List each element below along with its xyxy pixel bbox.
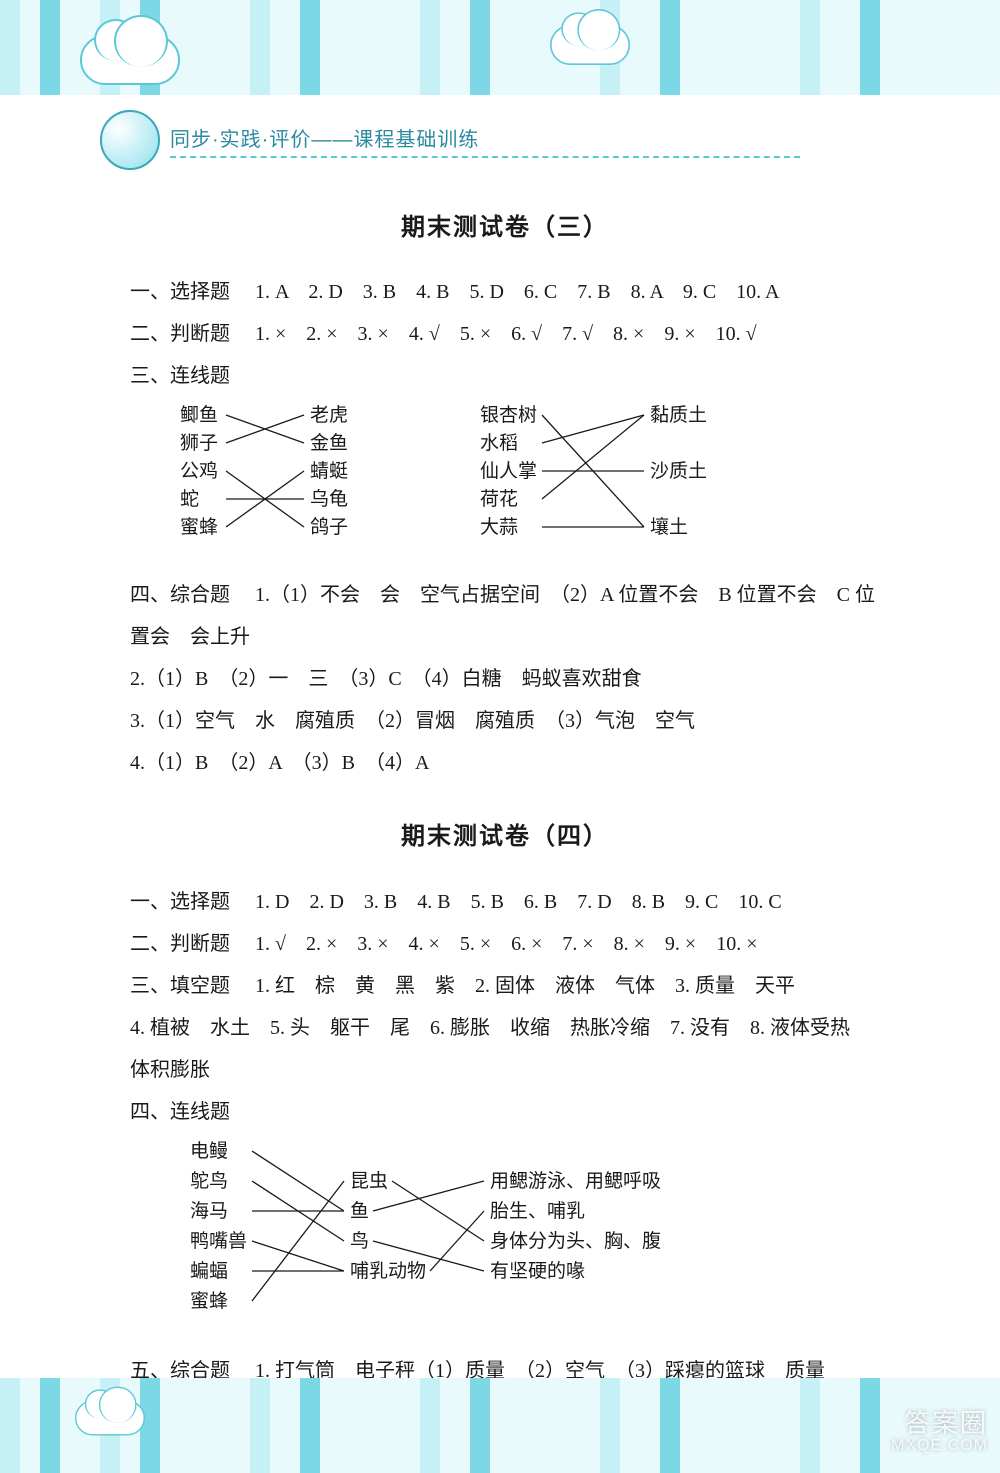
svg-text:乌龟: 乌龟 (310, 488, 348, 510)
svg-text:鱼: 鱼 (350, 1200, 369, 1222)
header-title: 同步·实践·评价——课程基础训练 (170, 123, 800, 158)
svg-text:用鳃游泳、用鳃呼吸: 用鳃游泳、用鳃呼吸 (490, 1170, 661, 1192)
label: 二、判断题 (130, 323, 230, 345)
test4-fill-line3: 体积膨胀 (130, 1049, 880, 1091)
test4-fill-line1: 三、填空题 1. 红 棕 黄 黑 紫 2. 固体 液体 气体 3. 质量 天平 (130, 965, 880, 1007)
cloud-decoration (550, 25, 630, 65)
svg-text:鸭嘴兽: 鸭嘴兽 (190, 1230, 247, 1252)
label: 三、填空题 (130, 975, 230, 997)
text: 1. 红 棕 黄 黑 紫 2. 固体 液体 气体 3. 质量 天平 (255, 975, 795, 997)
svg-text:胎生、哺乳: 胎生、哺乳 (490, 1200, 585, 1222)
answers: 1. × 2. × 3. × 4. √ 5. × 6. √ 7. √ 8. × … (255, 323, 757, 345)
answers: 1. √ 2. × 3. × 4. × 5. × 6. × 7. × 8. × … (255, 933, 758, 955)
watermark: 答案圈 MXQE.COM (891, 1409, 988, 1455)
svg-text:蛇: 蛇 (180, 488, 199, 510)
svg-text:海马: 海马 (190, 1200, 228, 1222)
test3-q4-line4: 4.（1）B （2）A （3）B （4）A (130, 742, 880, 784)
svg-text:大蒜: 大蒜 (480, 516, 518, 538)
mascot-icon (100, 110, 160, 170)
svg-text:蝙蝠: 蝙蝠 (190, 1260, 228, 1282)
cloud-decoration (80, 35, 180, 85)
page-content: 期末测试卷（三） 一、选择题 1. A 2. D 3. B 4. B 5. D … (130, 195, 880, 1392)
svg-text:哺乳动物: 哺乳动物 (350, 1260, 426, 1282)
answers: 1. D 2. D 3. B 4. B 5. B 6. B 7. D 8. B … (255, 891, 782, 913)
bottom-decorative-border (0, 1378, 1000, 1473)
svg-text:壤土: 壤土 (650, 516, 688, 538)
test4-choice-line: 一、选择题 1. D 2. D 3. B 4. B 5. B 6. B 7. D… (130, 881, 880, 923)
test3-q4-line2: 2.（1）B （2）一 三 （3）C （4）白糖 蚂蚁喜欢甜食 (130, 658, 880, 700)
answers: 1. A 2. D 3. B 4. B 5. D 6. C 7. B 8. A … (255, 281, 780, 303)
label: 四、连线题 (130, 1101, 230, 1123)
watermark-domain: MXQE.COM (891, 1437, 988, 1455)
svg-text:黏质土: 黏质土 (650, 404, 707, 426)
svg-text:鸵鸟: 鸵鸟 (190, 1170, 228, 1192)
test3-matching-diagram: 鲫鱼狮子公鸡蛇蜜蜂 老虎金鱼蜻蜓乌龟鸽子 银杏树水稻仙人掌荷花大蒜 黏质土沙质土壤土 (170, 403, 880, 568)
svg-text:荷花: 荷花 (480, 488, 518, 510)
svg-text:身体分为头、胸、腹: 身体分为头、胸、腹 (490, 1230, 661, 1252)
svg-text:鸟: 鸟 (350, 1230, 369, 1252)
test4-matching-diagram: 电鳗鸵鸟海马鸭嘴兽蝙蝠蜜蜂 昆虫鱼鸟哺乳动物 用鳃游泳、用鳃呼吸胎生、哺乳身体分为头… (170, 1139, 880, 1344)
label: 一、选择题 (130, 281, 230, 303)
test4-fill-line2: 4. 植被 水土 5. 头 躯干 尾 6. 膨胀 收缩 热胀冷缩 7. 没有 8… (130, 1007, 880, 1049)
svg-text:水稻: 水稻 (480, 432, 518, 454)
svg-text:金鱼: 金鱼 (310, 432, 348, 454)
svg-text:鸽子: 鸽子 (310, 516, 348, 538)
svg-text:狮子: 狮子 (180, 432, 218, 454)
svg-text:蜜蜂: 蜜蜂 (180, 516, 218, 538)
label: 三、连线题 (130, 365, 230, 387)
text: 1.（1）不会 会 空气占据空间 （2）A 位置不会 B 位置不会 C 位 (255, 584, 875, 606)
svg-text:昆虫: 昆虫 (350, 1170, 388, 1192)
svg-text:老虎: 老虎 (310, 404, 348, 426)
test3-q4-line1: 四、综合题 1.（1）不会 会 空气占据空间 （2）A 位置不会 B 位置不会 … (130, 574, 880, 616)
svg-text:蜻蜓: 蜻蜓 (310, 460, 348, 482)
test4-judge-line: 二、判断题 1. √ 2. × 3. × 4. × 5. × 6. × 7. ×… (130, 923, 880, 965)
svg-text:仙人掌: 仙人掌 (480, 460, 537, 482)
cloud-decoration (75, 1401, 145, 1436)
watermark-main: 答案圈 (891, 1409, 988, 1438)
svg-text:鲫鱼: 鲫鱼 (180, 404, 218, 426)
test3-choice-line: 一、选择题 1. A 2. D 3. B 4. B 5. D 6. C 7. B… (130, 271, 880, 313)
test3-title: 期末测试卷（三） (130, 203, 880, 253)
page-header: 同步·实践·评价——课程基础训练 (100, 110, 800, 170)
test4-title: 期末测试卷（四） (130, 812, 880, 862)
label: 一、选择题 (130, 891, 230, 913)
test3-judge-line: 二、判断题 1. × 2. × 3. × 4. √ 5. × 6. √ 7. √… (130, 313, 880, 355)
svg-text:沙质土: 沙质土 (650, 460, 707, 482)
svg-text:公鸡: 公鸡 (180, 460, 218, 482)
svg-text:银杏树: 银杏树 (480, 404, 537, 426)
label: 四、综合题 (130, 584, 230, 606)
svg-text:有坚硬的喙: 有坚硬的喙 (490, 1260, 585, 1282)
label: 二、判断题 (130, 933, 230, 955)
test3-q4-line3: 3.（1）空气 水 腐殖质 （2）冒烟 腐殖质 （3）气泡 空气 (130, 700, 880, 742)
svg-text:电鳗: 电鳗 (190, 1140, 228, 1162)
svg-text:蜜蜂: 蜜蜂 (190, 1290, 228, 1312)
test3-q4-line1b: 置会 会上升 (130, 616, 880, 658)
